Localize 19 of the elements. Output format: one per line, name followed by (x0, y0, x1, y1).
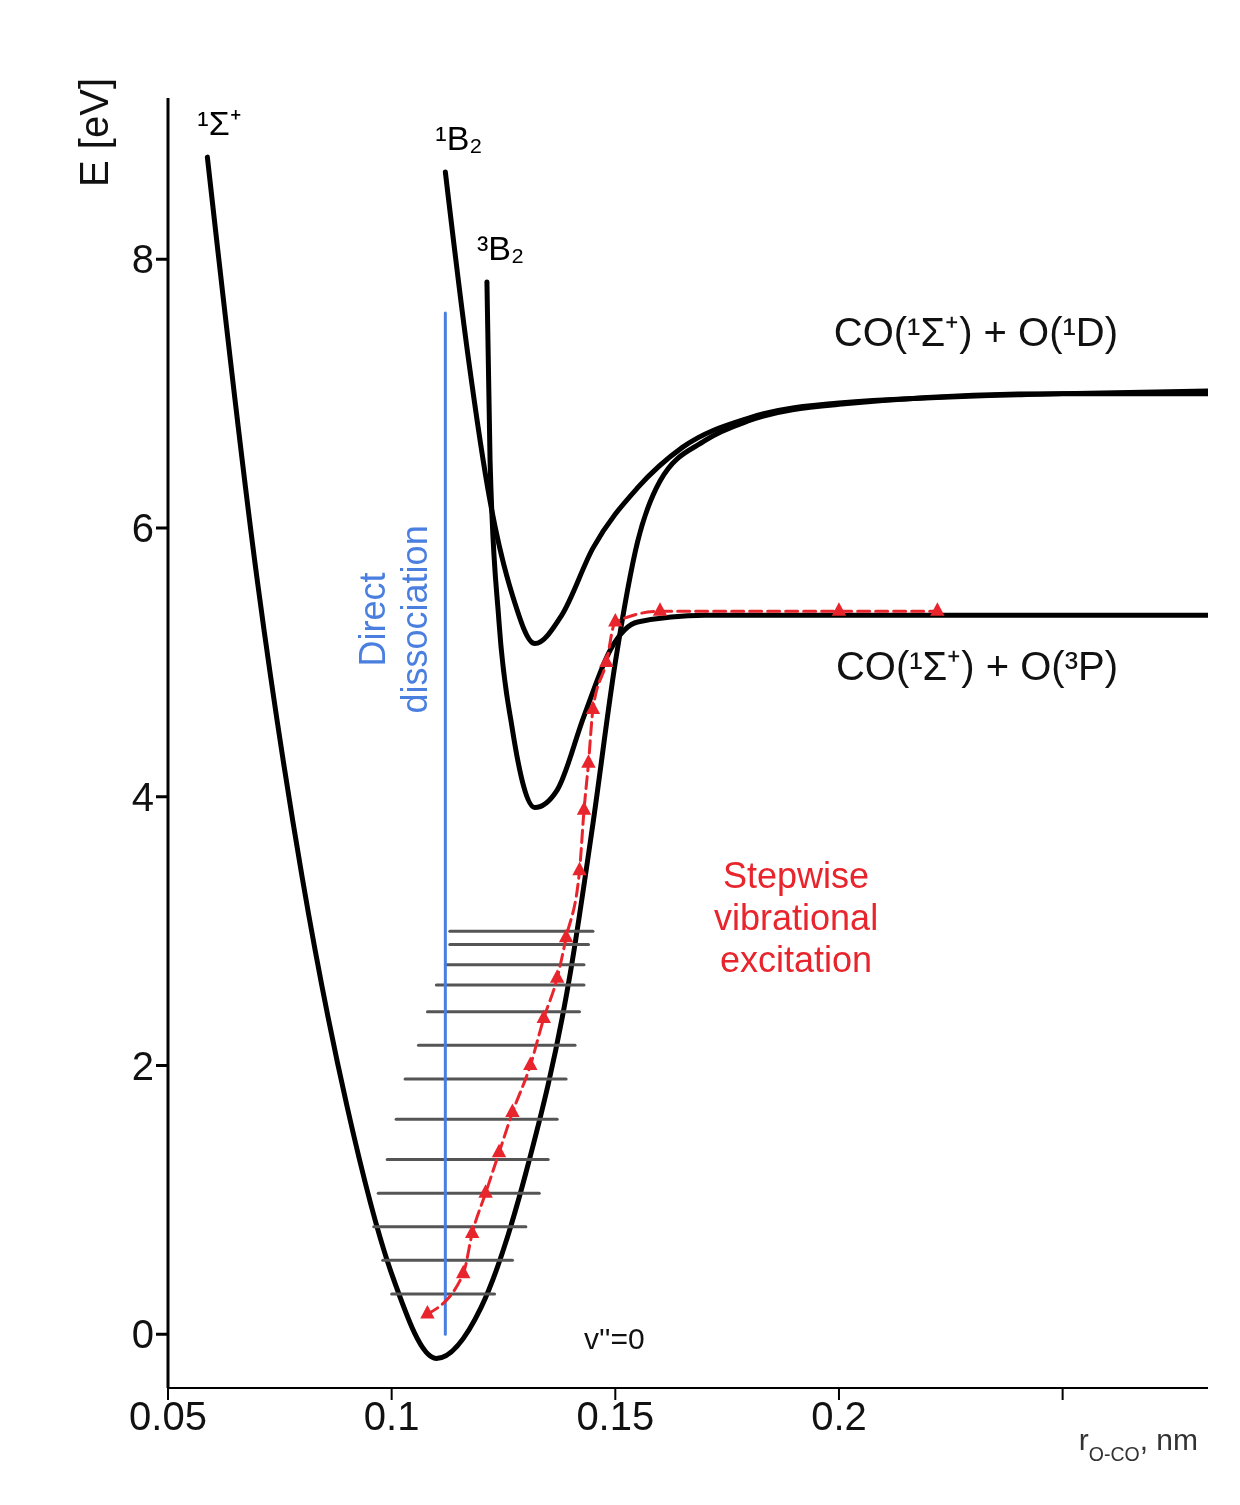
y-axis-title: E [eV] (72, 78, 116, 187)
series-label: ³B₂ (476, 229, 525, 268)
y-tick-label: 0 (131, 1312, 154, 1357)
series-label: ¹Σ⁺ (197, 104, 241, 143)
y-tick-label: 8 (131, 237, 154, 282)
text: Direct dissociation (352, 525, 436, 714)
text: Stepwise vibrational excitation (714, 854, 879, 980)
x-tick-label: 0.05 (129, 1394, 207, 1439)
x-tick-label: 0.1 (363, 1394, 420, 1439)
annotation: v''=0 (584, 1322, 645, 1356)
x-axis-title: r$_{O-CO}$, nm (1078, 1423, 1198, 1465)
x-tick-label: 0.2 (811, 1394, 867, 1439)
x-tick-label: 0.15 (576, 1394, 655, 1439)
y-tick-label: 6 (131, 506, 154, 551)
y-tick-label: 4 (131, 774, 154, 819)
annotation: CO(¹Σ⁺) + O(¹D) (833, 309, 1118, 354)
y-tick-label: 2 (131, 1043, 154, 1088)
series-label: ¹B₂ (435, 118, 483, 157)
annotation: CO(¹Σ⁺) + O(³P) (835, 644, 1118, 689)
